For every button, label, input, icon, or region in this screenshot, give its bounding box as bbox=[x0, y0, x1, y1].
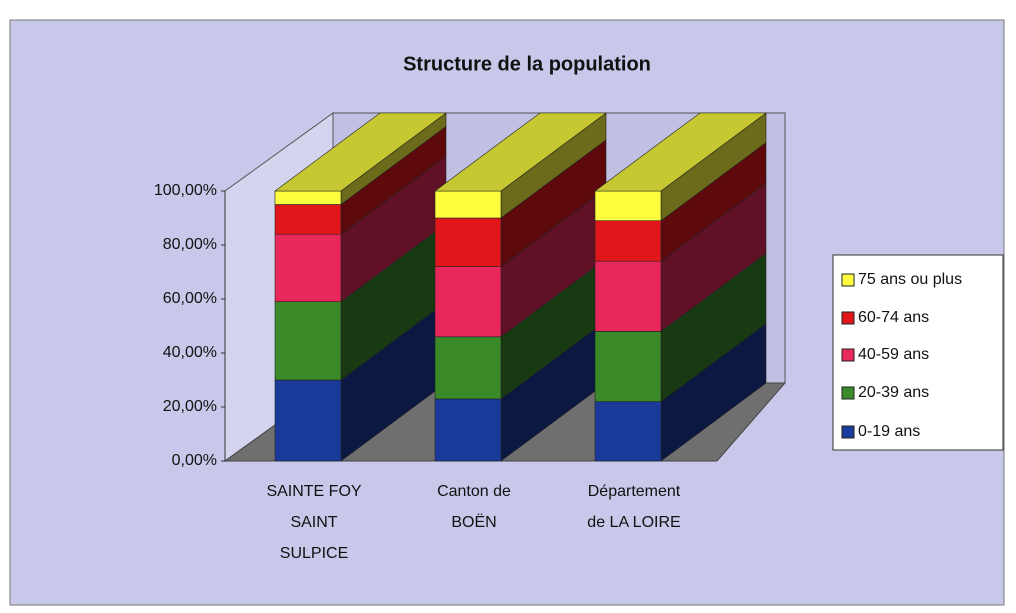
x-tick-label: SULPICE bbox=[280, 545, 348, 562]
y-tick-label: 100,00% bbox=[154, 182, 217, 199]
x-tick-label: Département bbox=[588, 483, 681, 500]
bar-segment bbox=[434, 266, 502, 338]
legend-swatch bbox=[841, 386, 855, 400]
legend-label: 20-39 ans bbox=[858, 384, 929, 401]
bar-segment bbox=[434, 190, 502, 219]
bar-top bbox=[594, 112, 767, 192]
bar-segment bbox=[274, 379, 342, 462]
bar-segment bbox=[274, 190, 342, 205]
chart-title: Structure de la population bbox=[403, 53, 651, 75]
bar-segment bbox=[594, 331, 662, 402]
y-tick-label: 40,00% bbox=[163, 344, 217, 361]
bar-segment bbox=[434, 398, 502, 462]
legend-swatch bbox=[841, 348, 855, 362]
bar-segment bbox=[434, 217, 502, 267]
bar-top bbox=[434, 112, 607, 192]
bar-segment bbox=[594, 260, 662, 332]
bar-segment bbox=[274, 233, 342, 302]
x-tick-label: de LA LOIRE bbox=[587, 514, 680, 531]
bar-segment bbox=[594, 401, 662, 462]
x-tick-label: SAINT bbox=[290, 514, 337, 531]
bar-segment bbox=[434, 336, 502, 400]
legend bbox=[832, 254, 1004, 451]
bar-segment bbox=[274, 204, 342, 235]
bar-top bbox=[274, 112, 447, 192]
y-tick-label: 20,00% bbox=[163, 398, 217, 415]
x-tick-label: BOËN bbox=[451, 513, 496, 531]
y-tick-label: 80,00% bbox=[163, 236, 217, 253]
bar-segment bbox=[594, 220, 662, 262]
legend-swatch bbox=[841, 425, 855, 439]
bar-segment bbox=[274, 301, 342, 381]
legend-label: 75 ans ou plus bbox=[858, 271, 962, 288]
x-tick-label: Canton de bbox=[437, 483, 511, 500]
y-tick-label: 0,00% bbox=[172, 452, 217, 469]
x-tick-label: SAINTE FOY bbox=[266, 483, 361, 500]
legend-swatch bbox=[841, 311, 855, 325]
legend-swatch bbox=[841, 273, 855, 287]
legend-label: 40-59 ans bbox=[858, 346, 929, 363]
legend-label: 0-19 ans bbox=[858, 423, 920, 440]
legend-label: 60-74 ans bbox=[858, 309, 929, 326]
y-tick-label: 60,00% bbox=[163, 290, 217, 307]
bar-segment bbox=[594, 190, 662, 222]
